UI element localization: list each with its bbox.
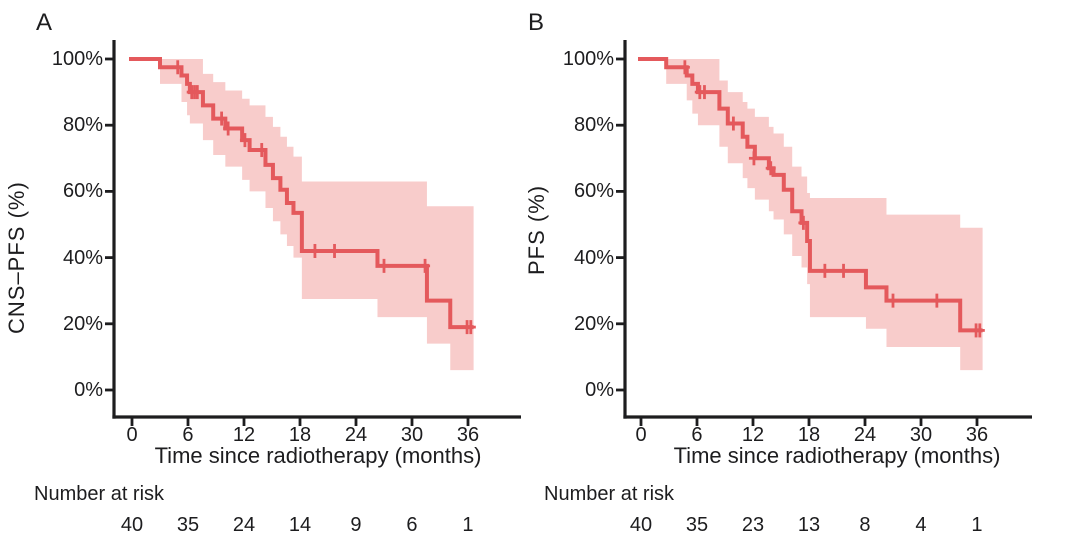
axes bbox=[105, 40, 521, 426]
y-tick-label: 20% bbox=[573, 312, 614, 335]
risk-count: 8 bbox=[859, 514, 871, 536]
risk-count: 23 bbox=[741, 514, 765, 536]
risk-count: 35 bbox=[176, 514, 200, 536]
axes bbox=[616, 40, 1032, 426]
y-tick-label: 80% bbox=[62, 114, 103, 137]
censor-marks bbox=[679, 60, 985, 338]
risk-count: 6 bbox=[406, 514, 418, 536]
x-tick-label: 24 bbox=[344, 424, 368, 446]
y-tick-label: 60% bbox=[62, 180, 103, 203]
panel-a-y-axis-title: CNS–PFS (%) bbox=[4, 181, 29, 335]
risk-count: 35 bbox=[685, 514, 709, 536]
x-tick-label: 18 bbox=[797, 424, 821, 446]
y-tick-label: 100% bbox=[562, 48, 614, 70]
y-tick-label: 20% bbox=[62, 312, 103, 335]
risk-count: 1 bbox=[971, 514, 983, 536]
risk-count: 24 bbox=[232, 514, 256, 536]
x-tick-label: 30 bbox=[400, 424, 424, 446]
confidence-band bbox=[666, 59, 983, 371]
panel-a-x-axis-title: Time since radiotherapy (months) bbox=[154, 443, 482, 468]
risk-count: 40 bbox=[120, 514, 144, 536]
panel-B-plot bbox=[616, 40, 1032, 426]
panel-b-label: B bbox=[528, 9, 545, 36]
y-tick-label: 40% bbox=[573, 246, 614, 269]
confidence-band bbox=[159, 59, 474, 371]
risk-count: 13 bbox=[797, 514, 821, 536]
x-tick-label: 30 bbox=[909, 424, 933, 446]
y-tick-label: 40% bbox=[62, 246, 103, 269]
x-tick-label: 36 bbox=[456, 424, 480, 446]
x-tick-label: 36 bbox=[965, 424, 989, 446]
x-tick-label: 0 bbox=[126, 424, 138, 446]
risk-count: 4 bbox=[915, 514, 927, 536]
risk-count: 14 bbox=[288, 514, 312, 536]
x-tick-label: 12 bbox=[232, 424, 256, 446]
panel-b-risk-header: Number at risk bbox=[544, 483, 675, 505]
y-tick-label: 80% bbox=[573, 114, 614, 137]
x-tick-label: 24 bbox=[853, 424, 877, 446]
x-tick-label: 6 bbox=[691, 424, 703, 446]
panel-b-y-axis-title: PFS (%) bbox=[524, 184, 549, 276]
y-tick-label: 0% bbox=[585, 379, 614, 401]
censor-marks bbox=[172, 60, 476, 335]
panel-b-x-axis-title: Time since radiotherapy (months) bbox=[673, 443, 1001, 468]
risk-count: 9 bbox=[350, 514, 362, 536]
y-tick-label: 100% bbox=[51, 48, 103, 70]
y-tick-label: 60% bbox=[573, 180, 614, 203]
panel-A-plot bbox=[105, 40, 521, 426]
x-tick-label: 6 bbox=[182, 424, 194, 446]
x-tick-label: 0 bbox=[635, 424, 647, 446]
risk-count: 40 bbox=[629, 514, 653, 536]
panel-a-risk-header: Number at risk bbox=[34, 483, 165, 505]
panel-a-label: A bbox=[36, 9, 53, 36]
x-tick-label: 18 bbox=[288, 424, 312, 446]
y-tick-label: 0% bbox=[74, 379, 103, 401]
x-tick-label: 12 bbox=[741, 424, 765, 446]
survival-curve bbox=[638, 57, 983, 333]
risk-count: 1 bbox=[462, 514, 474, 536]
